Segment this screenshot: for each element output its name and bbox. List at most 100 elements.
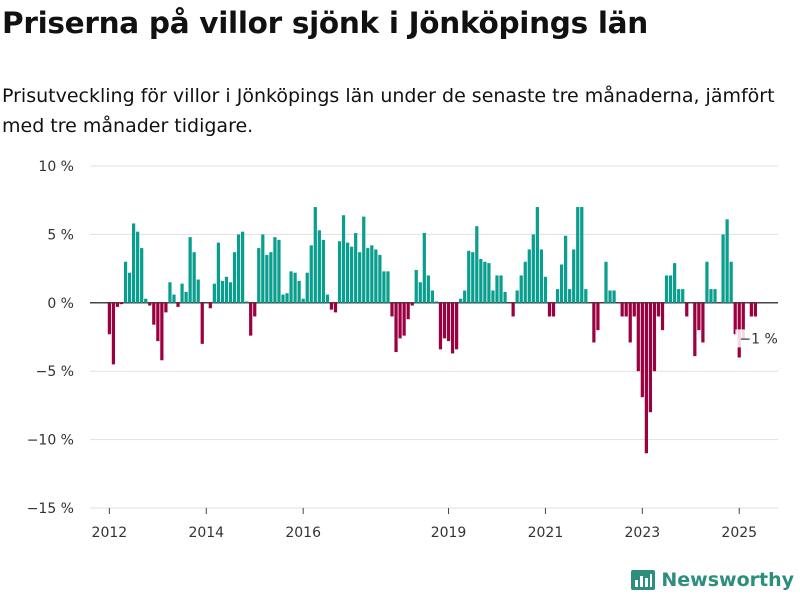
bar bbox=[535, 207, 539, 303]
bar bbox=[511, 302, 515, 317]
bar bbox=[370, 245, 374, 303]
bar bbox=[329, 302, 334, 310]
bars bbox=[107, 207, 757, 454]
x-tick-label: 2012 bbox=[92, 525, 128, 541]
bar bbox=[107, 302, 111, 335]
bar bbox=[677, 289, 681, 303]
bar bbox=[564, 235, 568, 303]
bar bbox=[160, 302, 164, 361]
bar bbox=[713, 289, 717, 303]
bar bbox=[156, 302, 160, 342]
bar bbox=[325, 294, 330, 303]
bar bbox=[232, 252, 237, 303]
bar bbox=[648, 302, 653, 413]
y-tick-label: −15 % bbox=[27, 501, 74, 517]
bar bbox=[350, 246, 354, 303]
bar bbox=[725, 219, 729, 303]
y-tick-label: −5 % bbox=[36, 364, 74, 380]
bar bbox=[378, 254, 382, 303]
bar bbox=[741, 302, 745, 339]
bar bbox=[604, 261, 608, 303]
bar bbox=[523, 261, 527, 303]
bar bbox=[382, 271, 386, 303]
bar bbox=[551, 302, 556, 317]
bar bbox=[398, 302, 402, 339]
bar bbox=[236, 234, 241, 303]
bar bbox=[390, 302, 394, 317]
bar bbox=[656, 302, 661, 317]
bar bbox=[341, 215, 346, 303]
bar bbox=[317, 230, 321, 303]
bar bbox=[277, 239, 281, 303]
x-tick-label: 2014 bbox=[188, 525, 224, 541]
bar bbox=[463, 290, 467, 303]
bar bbox=[733, 302, 737, 335]
bar bbox=[140, 248, 144, 303]
bar bbox=[459, 298, 463, 303]
last-value-label-bg bbox=[735, 329, 776, 348]
bar bbox=[111, 302, 116, 365]
bar bbox=[192, 252, 196, 303]
bar bbox=[446, 302, 451, 342]
bar bbox=[293, 272, 297, 303]
bar bbox=[555, 289, 560, 303]
bar bbox=[580, 207, 584, 303]
bar bbox=[402, 302, 406, 336]
bar bbox=[572, 249, 576, 303]
bar bbox=[705, 261, 709, 303]
x-axis-ticks: 2012 2014 2016 2019 2021 2023 2025 bbox=[92, 508, 757, 541]
bar bbox=[337, 241, 342, 303]
bar bbox=[136, 231, 140, 303]
bar bbox=[184, 291, 188, 303]
x-tick-label: 2025 bbox=[721, 525, 757, 541]
y-tick-label: −10 % bbox=[27, 433, 74, 449]
bar bbox=[152, 302, 156, 325]
bar bbox=[559, 264, 564, 303]
bar bbox=[660, 302, 665, 331]
bar bbox=[701, 302, 705, 343]
bar bbox=[305, 272, 309, 303]
bar bbox=[664, 275, 669, 303]
bar bbox=[216, 242, 221, 303]
bar bbox=[289, 271, 293, 303]
bar bbox=[176, 302, 180, 307]
bar bbox=[115, 302, 120, 307]
bar bbox=[309, 245, 313, 303]
bar bbox=[697, 302, 701, 331]
bar bbox=[200, 302, 204, 344]
bar bbox=[693, 302, 697, 357]
bar bbox=[261, 234, 265, 303]
bar bbox=[313, 207, 317, 303]
bar bbox=[418, 282, 422, 303]
bar bbox=[491, 290, 495, 303]
y-tick-label: 0 % bbox=[47, 296, 74, 312]
bar bbox=[168, 282, 172, 303]
x-tick-label: 2016 bbox=[285, 525, 321, 541]
bar bbox=[131, 223, 136, 303]
bar bbox=[358, 252, 362, 303]
bar bbox=[269, 252, 273, 303]
bar bbox=[640, 302, 644, 398]
bar bbox=[608, 290, 612, 303]
bar-chart-logo-icon bbox=[631, 570, 656, 590]
bar bbox=[257, 248, 261, 303]
bar bbox=[321, 239, 325, 303]
bar bbox=[394, 302, 398, 353]
bar bbox=[729, 261, 733, 303]
bar bbox=[362, 216, 366, 303]
bar bbox=[467, 250, 471, 303]
bar bbox=[628, 302, 632, 343]
y-tick-label: 5 % bbox=[47, 227, 74, 243]
bar bbox=[568, 289, 572, 303]
bar bbox=[127, 272, 132, 303]
bar bbox=[652, 302, 657, 372]
bar bbox=[592, 302, 596, 343]
brand-name: Newsworthy bbox=[661, 569, 794, 591]
bar bbox=[499, 275, 503, 303]
annotations: −1 % bbox=[735, 329, 778, 348]
y-axis-ticks: 10 % 5 % 0 % −5 % −10 % −15 % bbox=[27, 159, 74, 517]
bar bbox=[426, 275, 430, 303]
bar bbox=[172, 294, 176, 303]
bar bbox=[519, 275, 523, 303]
